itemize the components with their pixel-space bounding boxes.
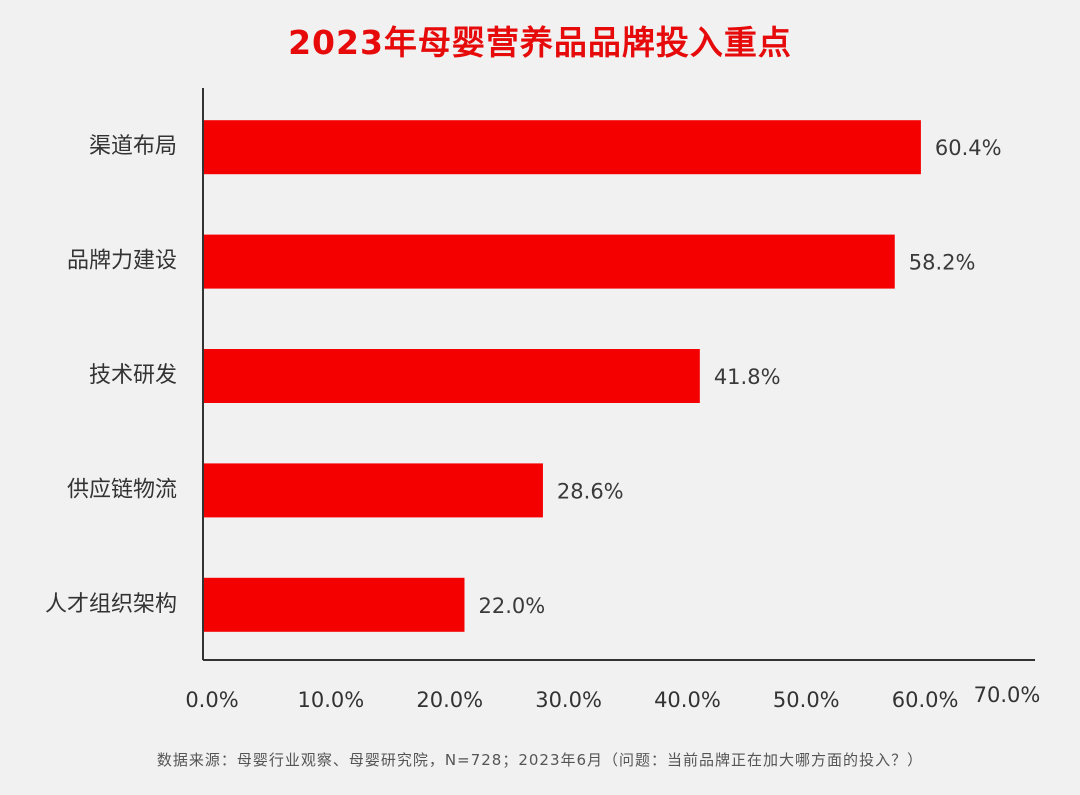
bar-3 bbox=[203, 349, 700, 403]
x-tick-label: 0.0% bbox=[185, 688, 238, 712]
x-tick-label: 40.0% bbox=[654, 688, 721, 712]
category-label: 供应链物流 bbox=[67, 477, 177, 502]
bar-5 bbox=[203, 577, 465, 632]
value-labels: 60.4% 58.2% 41.8% 28.6% 22.0% bbox=[478, 136, 1001, 618]
x-tick-label: 70.0% bbox=[974, 683, 1041, 707]
category-label: 渠道布局 bbox=[89, 134, 177, 159]
category-label: 品牌力建设 bbox=[67, 249, 177, 274]
x-tick-label: 20.0% bbox=[416, 688, 483, 712]
x-tick-label: 60.0% bbox=[892, 688, 959, 712]
source-note: 数据来源：母婴行业观察、母婴研究院，N=728；2023年6月（问题：当前品牌正… bbox=[156, 751, 924, 769]
x-tick-label: 10.0% bbox=[297, 688, 364, 712]
value-label: 41.8% bbox=[714, 365, 781, 389]
x-tick-label: 30.0% bbox=[535, 688, 602, 712]
category-label: 技术研发 bbox=[89, 363, 177, 388]
value-label: 58.2% bbox=[909, 251, 976, 275]
chart-title: 2023年母婴营养品品牌投入重点 bbox=[288, 23, 792, 62]
bar-4 bbox=[203, 463, 543, 518]
value-label: 60.4% bbox=[935, 136, 1002, 160]
bar-group bbox=[203, 120, 921, 632]
category-label: 人才组织架构 bbox=[45, 592, 177, 617]
bar-1 bbox=[203, 120, 921, 175]
bar-2 bbox=[203, 234, 895, 289]
x-axis-ticks: 0.0% 10.0% 20.0% 30.0% 40.0% 50.0% 60.0% 70.0% bbox=[185, 683, 1040, 712]
value-label: 22.0% bbox=[478, 594, 545, 618]
x-tick-label: 50.0% bbox=[773, 688, 840, 712]
value-label: 28.6% bbox=[557, 479, 624, 503]
